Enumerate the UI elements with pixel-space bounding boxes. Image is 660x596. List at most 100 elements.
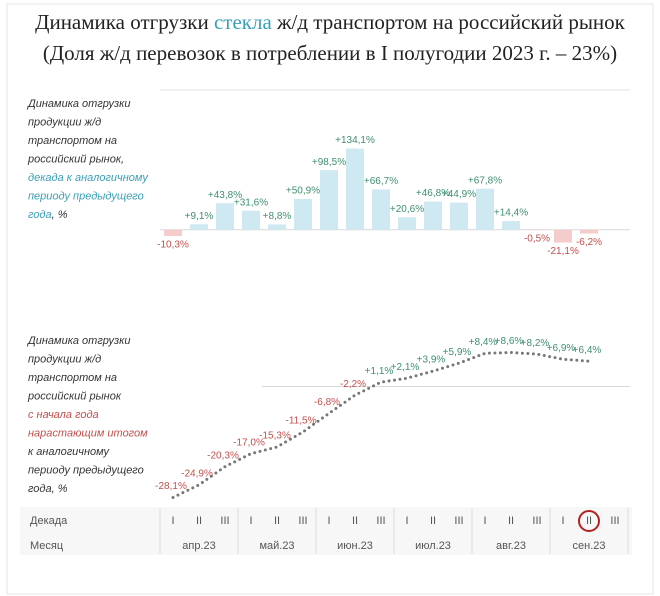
- axis-label-part: Динамика отгрузки: [26, 98, 130, 110]
- axis-label: транспортом на: [28, 372, 117, 384]
- x-tick-label: III: [454, 515, 463, 527]
- title-part: Динамика отгрузки: [35, 10, 214, 34]
- axis-label-part: транспортом на: [28, 135, 117, 147]
- x-tick-label: II: [508, 515, 514, 527]
- axis-label-part: Динамика отгрузки: [26, 335, 130, 347]
- axis-title: Декада: [30, 515, 68, 527]
- axis-label-part: к аналогичному: [28, 446, 111, 458]
- data-label: -6,8%: [314, 397, 340, 408]
- axis-label: с начала года: [28, 409, 99, 421]
- bar: [216, 203, 234, 230]
- data-label: -11,5%: [286, 416, 317, 427]
- axis-band: [20, 507, 632, 555]
- x-tick-label: I: [561, 515, 564, 527]
- bar: [190, 224, 208, 230]
- x-tick-label: III: [610, 515, 619, 527]
- x-tick-label: III: [532, 515, 541, 527]
- bar: [450, 202, 468, 230]
- axis-label-part: продукции ж/д: [28, 116, 101, 128]
- data-label: -0,5%: [524, 234, 550, 245]
- month-label: апр.23: [182, 540, 215, 552]
- data-label: +8,6%: [495, 336, 524, 347]
- bar: [164, 229, 182, 237]
- axis-label: Динамика отгрузки: [26, 335, 130, 347]
- data-label: +31,6%: [234, 197, 268, 208]
- month-label: июл.23: [415, 540, 451, 552]
- bar: [346, 148, 364, 230]
- x-tick-label: II: [352, 515, 358, 527]
- data-label: +20,6%: [390, 204, 424, 215]
- data-label: -21,1%: [547, 246, 579, 257]
- axis-label-part: российский рынок,: [27, 153, 124, 165]
- title-part: стекла: [214, 10, 273, 34]
- data-label: +50,9%: [286, 186, 320, 197]
- axis-label: продукции ж/д: [28, 353, 101, 365]
- data-label: -24,9%: [181, 468, 213, 479]
- bar: [242, 210, 260, 230]
- axis-label-part: транспортом на: [28, 372, 117, 384]
- data-label: +2,1%: [391, 362, 420, 373]
- data-label: -15,3%: [259, 431, 291, 442]
- bar: [476, 188, 494, 230]
- axis-label-part: года: [28, 209, 52, 221]
- axis-label-part: нарастающим итогом: [28, 427, 148, 439]
- data-label: +14,4%: [494, 208, 528, 219]
- data-label: +44,9%: [442, 189, 476, 200]
- bar: [294, 198, 312, 230]
- bar: [320, 170, 338, 230]
- data-label: +6,9%: [547, 343, 576, 354]
- axis-label: нарастающим итогом: [28, 427, 148, 439]
- data-label: +134,1%: [335, 135, 375, 146]
- bar: [268, 224, 286, 230]
- highlight: [578, 510, 600, 532]
- month-label: май.23: [259, 540, 294, 552]
- data-label: +6,4%: [573, 345, 602, 356]
- data-label: -17,0%: [233, 437, 265, 448]
- bar: [554, 229, 572, 243]
- data-label: -6,2%: [576, 237, 602, 248]
- axis-label-part: , %: [52, 209, 68, 221]
- month-label: сен.23: [573, 540, 606, 552]
- x-tick-label: I: [171, 515, 174, 527]
- axis-label-part: российский рынок: [27, 390, 122, 402]
- axis-label: Динамика отгрузки: [26, 98, 130, 110]
- month-label: июн.23: [337, 540, 373, 552]
- bar: [398, 217, 416, 230]
- data-label: +46,8%: [416, 188, 450, 199]
- axis-label: российский рынок,: [27, 153, 124, 165]
- axis-label: к аналогичному: [28, 446, 111, 458]
- month-label: авг.23: [496, 540, 526, 552]
- data-label: -2,2%: [340, 379, 366, 390]
- bar: [424, 201, 442, 230]
- axis-label-part: продукции ж/д: [28, 353, 101, 365]
- x-tick-label: III: [220, 515, 229, 527]
- data-label: +43,8%: [208, 190, 242, 201]
- axis-label-part: декада к аналогичному: [28, 172, 149, 184]
- axis-label-part: с начала года: [28, 409, 99, 421]
- data-label: +3,9%: [417, 355, 446, 366]
- axis-label-part: года, %: [28, 483, 68, 495]
- x-tick-label: I: [405, 515, 408, 527]
- bar: [372, 189, 390, 230]
- data-label: -20,3%: [207, 450, 239, 461]
- axis-label: года, %: [28, 483, 68, 495]
- data-label: +9,1%: [185, 211, 214, 222]
- data-label: -10,3%: [157, 240, 189, 251]
- axis-label: транспортом на: [28, 135, 117, 147]
- title-part: ж/д транспортом на российский рынок: [272, 10, 626, 34]
- data-label: +1,1%: [365, 366, 394, 377]
- x-tick-label: II: [196, 515, 202, 527]
- x-tick-label: II: [430, 515, 436, 527]
- x-tick-label: I: [327, 515, 330, 527]
- x-tick-label: II: [274, 515, 280, 527]
- x-tick-label: III: [376, 515, 385, 527]
- data-label: -28,1%: [155, 481, 187, 492]
- axis-title: Месяц: [30, 540, 64, 552]
- bar: [580, 229, 598, 234]
- axis-label-part: периоду предыдущего: [28, 190, 144, 202]
- data-label: +66,7%: [364, 176, 398, 187]
- chart-subtitle: (Доля ж/д перевозок в потреблении в I по…: [43, 41, 617, 65]
- data-label: +8,4%: [469, 337, 498, 348]
- axis-label: периоду предыдущего: [28, 464, 144, 476]
